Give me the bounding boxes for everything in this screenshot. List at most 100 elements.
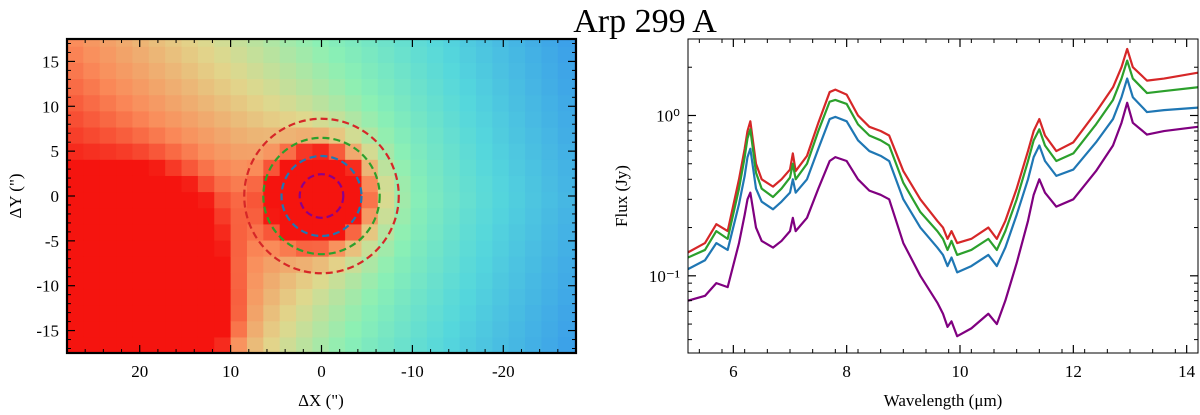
map-pixel (312, 46, 330, 63)
map-pixel (426, 143, 444, 160)
map-pixel (492, 272, 510, 290)
map-pixel (426, 223, 444, 241)
map-pixel (132, 94, 150, 112)
map-pixel (377, 126, 395, 144)
map-pixel (541, 126, 559, 144)
map-pixel (476, 39, 493, 47)
map-pixel (197, 207, 215, 225)
map-pixel (525, 143, 543, 160)
map-pixel (148, 320, 166, 338)
map-pixel (67, 191, 84, 209)
map-pixel (557, 239, 575, 257)
map-pixel (394, 39, 412, 47)
map-pixel (443, 94, 461, 112)
map-pixel (541, 110, 559, 128)
map-pixel (214, 336, 232, 353)
map-pixel (165, 207, 183, 225)
map-pixel (459, 159, 477, 176)
map-pixel (263, 110, 281, 128)
map-pixel (328, 110, 346, 128)
map-pixel (246, 159, 264, 176)
map-pixel (165, 256, 183, 273)
map-pixel (525, 62, 543, 80)
map-pixel (394, 191, 412, 209)
map-pixel (459, 46, 477, 63)
map-x-axis-label: ΔX (") (298, 391, 344, 410)
map-y-tick-label: 0 (51, 187, 60, 206)
map-pixel (492, 239, 510, 257)
map-pixel (492, 46, 510, 63)
map-pixel (197, 320, 215, 338)
figure-title: Arp 299 A (573, 3, 717, 40)
map-y-axis-label: ΔY (") (6, 173, 25, 218)
map-pixel (263, 223, 281, 241)
map-pixel (197, 256, 215, 273)
map-pixel (67, 304, 84, 322)
map-pixel (214, 46, 232, 63)
map-pixel (377, 304, 395, 322)
map-pixel (476, 126, 493, 144)
map-pixel (525, 239, 543, 257)
map-pixel (197, 272, 215, 290)
map-pixel (83, 78, 101, 96)
map-pixel (246, 126, 264, 144)
map-pixel (148, 78, 166, 96)
map-pixel (492, 207, 510, 225)
map-pixel (377, 62, 395, 80)
map-pixel (83, 320, 101, 338)
map-pixel (459, 207, 477, 225)
map-pixel (165, 320, 183, 338)
map-pixel (132, 207, 150, 225)
map-pixel (148, 304, 166, 322)
map-pixel (541, 191, 559, 209)
map-pixel (312, 304, 330, 322)
map-pixel (67, 288, 84, 306)
map-pixel (377, 46, 395, 63)
map-pixel (296, 94, 314, 112)
map-pixel (361, 78, 379, 96)
map-pixel (165, 175, 183, 193)
map-pixel (165, 223, 183, 241)
map-pixel (197, 126, 215, 144)
map-pixel (165, 94, 183, 112)
map-pixel (165, 304, 183, 322)
map-pixel (361, 288, 379, 306)
spectrum-panel: 6 8 10 12 14 10⁰ 10⁻¹ Wavelength (μm) Flux (Jy… (612, 38, 1199, 410)
map-pixel (296, 288, 314, 306)
map-pixel (312, 126, 330, 144)
map-pixel (426, 110, 444, 128)
map-pixel (214, 207, 232, 225)
map-pixel (181, 175, 199, 193)
aperture-circle-3 (262, 136, 381, 256)
map-pixel (525, 94, 543, 112)
map-pixel (296, 191, 314, 209)
map-pixel (525, 288, 543, 306)
map-pixel (214, 126, 232, 144)
map-pixel (181, 320, 199, 338)
map-pixel (410, 288, 428, 306)
map-pixel (99, 175, 117, 193)
map-pixel (132, 110, 150, 128)
map-pixel (492, 62, 510, 80)
map-pixel (492, 288, 510, 306)
spectrum-x-tick-label: 12 (1065, 362, 1082, 381)
map-pixel (377, 239, 395, 257)
map-pixel (246, 304, 264, 322)
map-pixel (263, 78, 281, 96)
map-pixel (312, 78, 330, 96)
map-pixel (361, 320, 379, 338)
map-pixel (116, 223, 134, 241)
map-pixel (557, 288, 575, 306)
spectrum-series-1 (688, 47, 1198, 254)
map-pixel (246, 39, 264, 47)
map-pixel (279, 320, 297, 338)
map-pixel (508, 46, 526, 63)
map-pixel (312, 207, 330, 225)
map-pixel (279, 78, 297, 96)
map-pixel (197, 39, 215, 47)
map-pixel (541, 46, 559, 63)
map-pixel (214, 320, 232, 338)
map-pixel (263, 320, 281, 338)
map-pixel (197, 94, 215, 112)
map-pixel (148, 110, 166, 128)
